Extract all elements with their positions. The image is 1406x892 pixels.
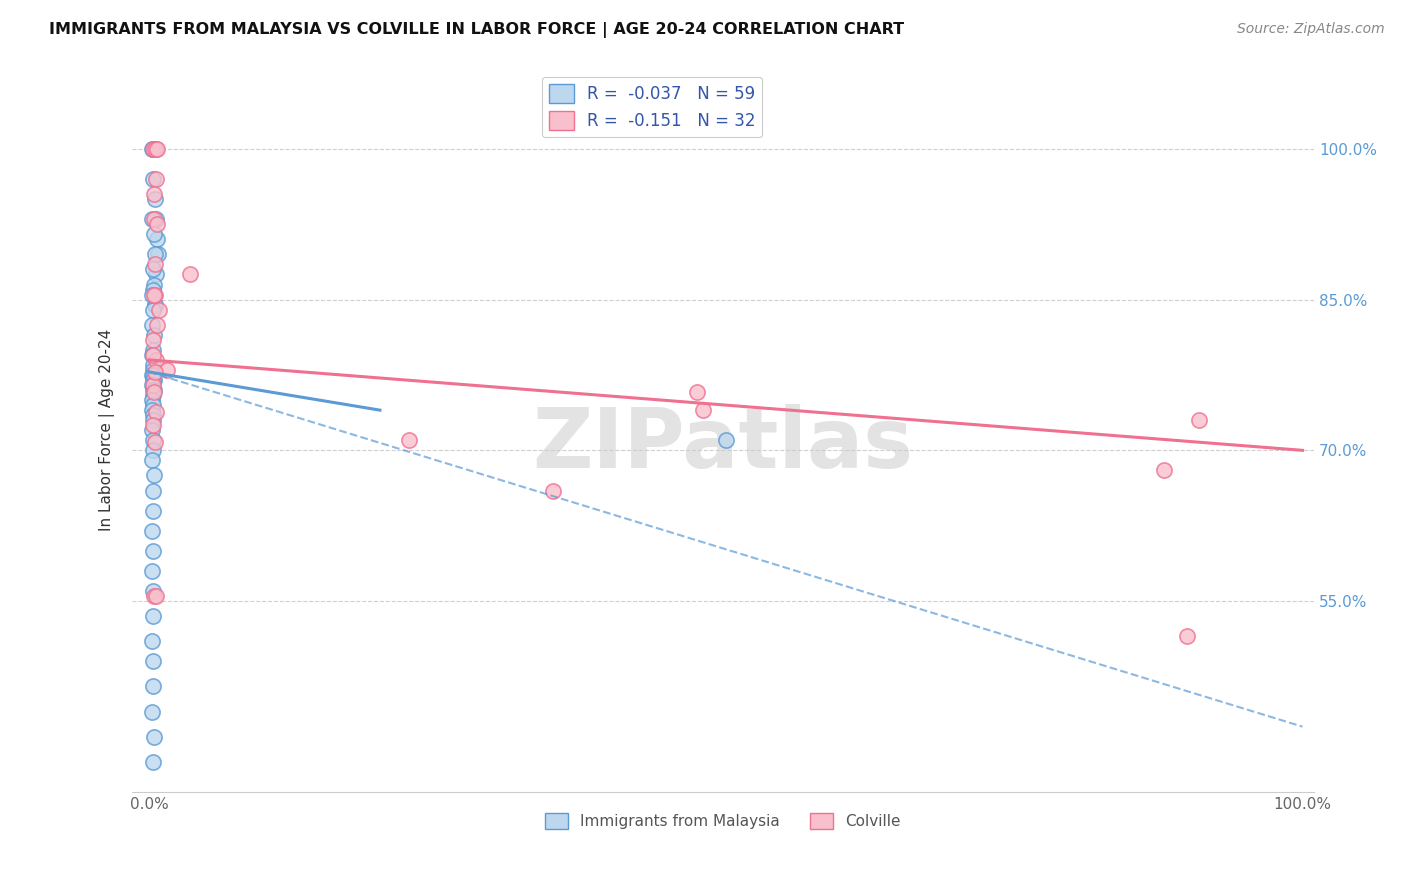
- Point: [142, 287, 165, 301]
- Point: [145, 405, 167, 419]
- Point: [145, 268, 167, 282]
- Point: [142, 378, 165, 392]
- Point: [142, 142, 165, 156]
- Point: [142, 413, 165, 427]
- Point: [143, 257, 166, 271]
- Point: [143, 192, 166, 206]
- Point: [714, 434, 737, 448]
- Point: [141, 705, 163, 719]
- Point: [142, 443, 165, 458]
- Point: [141, 318, 163, 332]
- Point: [145, 142, 167, 156]
- Point: [142, 385, 165, 400]
- Point: [141, 378, 163, 392]
- Point: [146, 247, 169, 261]
- Point: [142, 388, 165, 402]
- Point: [142, 327, 165, 342]
- Point: [1175, 629, 1198, 643]
- Point: [143, 247, 166, 261]
- Point: [141, 423, 163, 437]
- Point: [142, 187, 165, 202]
- Text: Source: ZipAtlas.com: Source: ZipAtlas.com: [1237, 22, 1385, 37]
- Text: ZIPatlas: ZIPatlas: [533, 404, 914, 485]
- Point: [142, 172, 165, 186]
- Point: [141, 453, 163, 467]
- Point: [142, 277, 165, 292]
- Point: [142, 418, 165, 433]
- Point: [143, 142, 166, 156]
- Point: [1188, 413, 1211, 427]
- Point: [142, 408, 165, 422]
- Point: [141, 348, 163, 362]
- Point: [142, 368, 165, 382]
- Point: [142, 468, 165, 483]
- Point: [142, 142, 165, 156]
- Point: [142, 654, 165, 668]
- Point: [1153, 463, 1175, 477]
- Point: [179, 268, 201, 282]
- Point: [692, 403, 714, 417]
- Point: [398, 434, 420, 448]
- Point: [142, 363, 165, 377]
- Point: [142, 262, 165, 277]
- Point: [141, 403, 163, 417]
- Point: [143, 435, 166, 450]
- Point: [141, 142, 163, 156]
- Point: [141, 564, 163, 578]
- Point: [142, 227, 165, 242]
- Point: [142, 283, 165, 297]
- Point: [142, 398, 165, 412]
- Point: [143, 142, 166, 156]
- Point: [142, 609, 165, 624]
- Point: [141, 393, 163, 408]
- Point: [141, 634, 163, 648]
- Point: [143, 287, 166, 301]
- Point: [142, 302, 165, 317]
- Point: [142, 434, 165, 448]
- Point: [141, 524, 163, 538]
- Point: [142, 343, 165, 357]
- Point: [142, 348, 165, 362]
- Point: [142, 730, 165, 744]
- Point: [146, 318, 169, 332]
- Point: [143, 298, 166, 312]
- Point: [142, 383, 165, 397]
- Y-axis label: In Labor Force | Age 20-24: In Labor Force | Age 20-24: [100, 329, 115, 532]
- Point: [142, 503, 165, 517]
- Point: [142, 483, 165, 498]
- Point: [142, 680, 165, 694]
- Legend: Immigrants from Malaysia, Colville: Immigrants from Malaysia, Colville: [538, 806, 907, 835]
- Point: [142, 373, 165, 387]
- Text: IMMIGRANTS FROM MALAYSIA VS COLVILLE IN LABOR FORCE | AGE 20-24 CORRELATION CHAR: IMMIGRANTS FROM MALAYSIA VS COLVILLE IN …: [49, 22, 904, 38]
- Point: [148, 302, 170, 317]
- Point: [143, 298, 166, 312]
- Point: [141, 212, 163, 227]
- Point: [142, 358, 165, 372]
- Point: [143, 365, 166, 379]
- Point: [145, 172, 167, 186]
- Point: [146, 217, 169, 231]
- Point: [145, 352, 167, 367]
- Point: [156, 363, 179, 377]
- Point: [142, 544, 165, 558]
- Point: [146, 142, 169, 156]
- Point: [541, 483, 564, 498]
- Point: [142, 383, 165, 397]
- Point: [142, 589, 165, 603]
- Point: [142, 584, 165, 599]
- Point: [145, 212, 167, 227]
- Point: [142, 142, 165, 156]
- Point: [142, 333, 165, 347]
- Point: [686, 385, 709, 400]
- Point: [142, 373, 165, 387]
- Point: [141, 368, 163, 382]
- Point: [141, 287, 163, 301]
- Point: [142, 755, 165, 769]
- Point: [145, 589, 167, 603]
- Point: [146, 232, 169, 246]
- Point: [142, 212, 165, 227]
